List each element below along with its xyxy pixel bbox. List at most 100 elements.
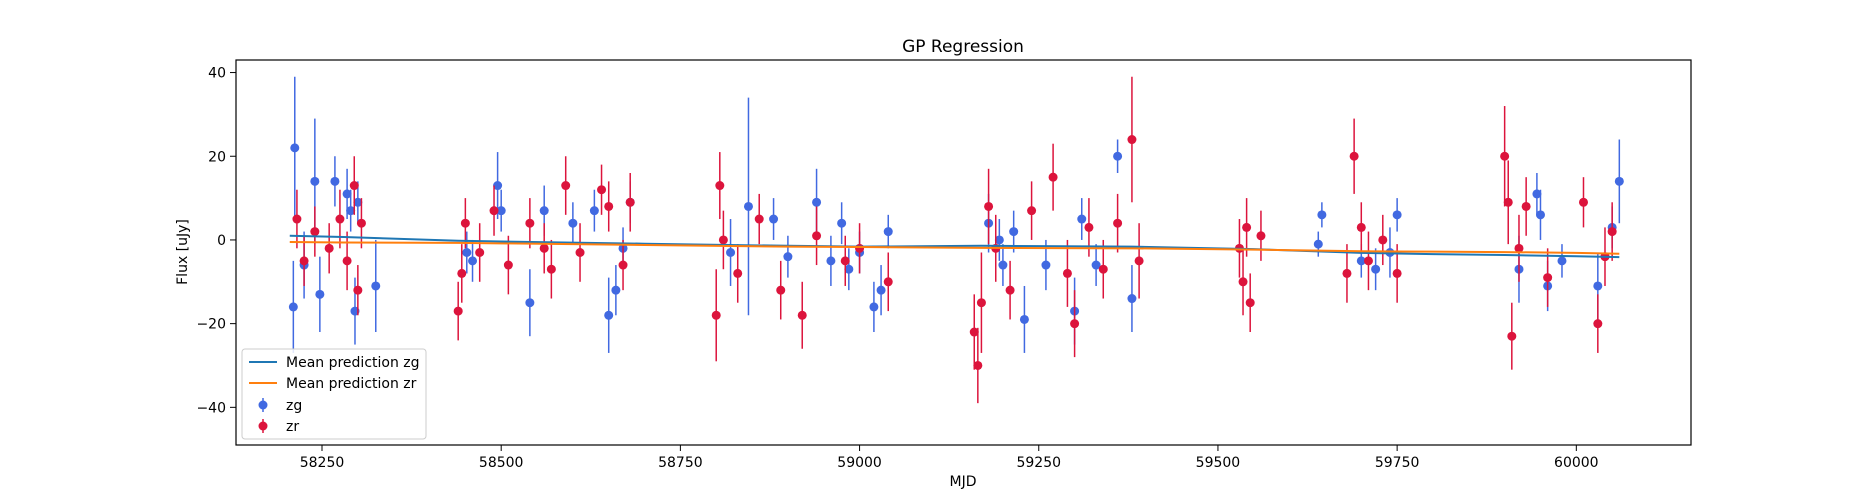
- data-point: [539, 243, 549, 253]
- x-tick-label: 58250: [300, 455, 345, 471]
- data-point: [1113, 151, 1123, 161]
- data-point: [718, 235, 728, 245]
- data-point: [1009, 227, 1019, 237]
- data-point: [310, 227, 320, 237]
- data-point: [604, 201, 614, 211]
- data-point: [726, 248, 736, 257]
- data-point: [1392, 268, 1402, 278]
- data-point: [462, 248, 472, 257]
- data-point: [453, 306, 463, 316]
- legend-swatch-zg: [258, 398, 268, 412]
- data-point: [1127, 135, 1137, 145]
- data-point: [973, 360, 983, 370]
- data-point: [1062, 268, 1072, 278]
- data-point: [733, 268, 743, 278]
- data-point: [342, 189, 352, 199]
- data-point: [1363, 256, 1373, 266]
- data-point: [1084, 222, 1094, 232]
- data-point: [783, 252, 793, 262]
- data-point: [489, 206, 499, 216]
- data-point: [869, 302, 879, 312]
- data-point: [1313, 239, 1323, 249]
- x-tick-label: 58500: [479, 455, 524, 471]
- data-point: [546, 264, 556, 274]
- data-point: [1593, 319, 1603, 329]
- legend-frame: [241, 348, 427, 440]
- data-point: [356, 218, 366, 228]
- data-point: [460, 218, 470, 228]
- data-point: [493, 181, 503, 191]
- data-point: [575, 248, 585, 257]
- x-tick-label: 59250: [1016, 455, 1061, 471]
- data-point: [1317, 210, 1327, 220]
- data-point: [826, 256, 836, 266]
- data-point: [496, 206, 506, 216]
- data-point: [335, 214, 345, 224]
- data-point: [353, 197, 363, 207]
- x-tick-label: 59500: [1196, 455, 1241, 471]
- data-point: [1127, 294, 1137, 304]
- data-point: [812, 197, 822, 207]
- data-point: [1070, 319, 1080, 329]
- data-point: [883, 227, 893, 237]
- data-point: [625, 197, 635, 207]
- data-point: [1019, 314, 1029, 324]
- data-point: [883, 277, 893, 287]
- data-point: [1578, 197, 1588, 207]
- data-point: [525, 298, 535, 308]
- data-point: [1342, 268, 1352, 278]
- y-tick-label: −20: [196, 317, 226, 333]
- series-zr: [292, 76, 1617, 404]
- legend-label-zg: zg: [286, 398, 302, 414]
- data-point: [290, 143, 300, 153]
- legend-swatch-zr: [258, 419, 268, 433]
- data-point: [468, 256, 478, 266]
- data-point: [539, 206, 549, 216]
- data-point: [1238, 277, 1248, 287]
- data-point: [1005, 285, 1015, 295]
- data-point: [797, 310, 807, 320]
- data-point: [840, 256, 850, 266]
- data-point: [844, 264, 854, 274]
- data-point: [315, 289, 325, 299]
- data-point: [1242, 222, 1252, 232]
- data-point: [310, 176, 320, 186]
- data-point: [1593, 281, 1603, 291]
- data-point: [349, 181, 359, 191]
- data-point: [1607, 227, 1617, 237]
- data-point: [597, 185, 607, 195]
- axes-frame: [235, 59, 1692, 446]
- data-point: [342, 256, 352, 266]
- data-point: [525, 218, 535, 228]
- data-point: [1378, 235, 1388, 245]
- data-point: [475, 248, 485, 257]
- data-point: [589, 206, 599, 216]
- y-axis-label: Flux [uJy]: [175, 219, 191, 285]
- data-point: [1503, 197, 1513, 207]
- data-point: [288, 302, 298, 312]
- data-point: [711, 310, 721, 320]
- x-tick-label: 60000: [1554, 455, 1599, 471]
- data-point: [1041, 260, 1051, 270]
- data-point: [812, 231, 822, 241]
- data-point: [1543, 273, 1553, 283]
- data-point: [1356, 256, 1366, 266]
- data-point: [1614, 176, 1624, 186]
- legend-label-mean-zg: Mean prediction zg: [286, 355, 420, 371]
- data-point: [1077, 214, 1087, 224]
- legend-label-mean-zr: Mean prediction zr: [286, 376, 417, 392]
- data-point: [1027, 206, 1037, 216]
- data-point: [371, 281, 381, 291]
- x-tick-label: 59750: [1375, 455, 1420, 471]
- data-point: [984, 201, 994, 211]
- data-point: [1535, 210, 1545, 220]
- data-point: [353, 285, 363, 295]
- y-tick-label: 20: [208, 149, 226, 165]
- data-point: [754, 214, 764, 224]
- data-point: [457, 268, 467, 278]
- data-point: [292, 214, 302, 224]
- data-point: [561, 181, 571, 191]
- data-point: [299, 256, 309, 266]
- data-point: [1098, 264, 1108, 274]
- x-tick-label: 58750: [658, 455, 703, 471]
